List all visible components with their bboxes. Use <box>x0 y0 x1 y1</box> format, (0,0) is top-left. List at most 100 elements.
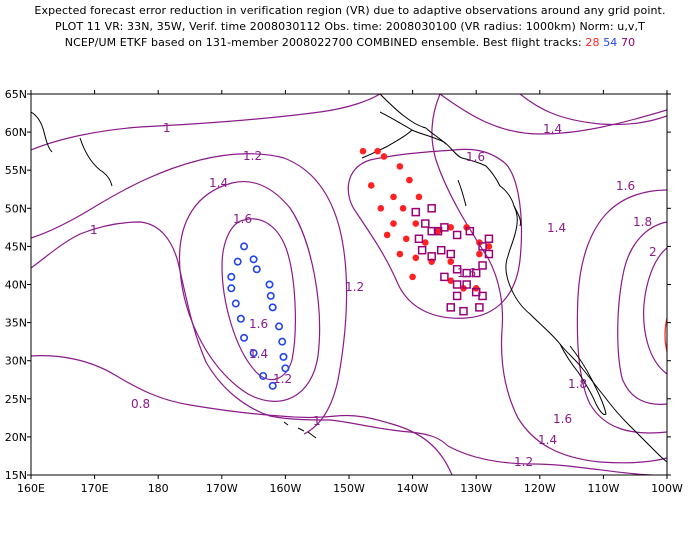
red-track-point-0 <box>359 147 367 155</box>
red-track-point-21 <box>447 258 455 265</box>
x-tick-label-140w: 140W <box>397 482 429 495</box>
contour-label-1-8-se: 1.8 <box>568 377 587 391</box>
x-tick-label-150w: 150W <box>333 482 365 495</box>
contour-label-2: 2 <box>649 245 657 259</box>
blue-track-point-17 <box>227 272 236 281</box>
y-tick-label-15n: 15N <box>5 469 27 482</box>
red-track-point-2 <box>380 153 388 160</box>
red-track-point-23 <box>447 277 455 284</box>
x-tick-label-110w: 110W <box>587 482 619 495</box>
red-track-point-11 <box>412 220 420 227</box>
contour-2-east <box>643 247 667 375</box>
purple-track-point-21 <box>452 280 462 289</box>
purple-track-point-24 <box>452 291 462 301</box>
red-track-point-22 <box>409 273 416 281</box>
contour-label-1-4-sw: 1.4 <box>249 347 268 361</box>
blue-track-point-5 <box>268 303 277 312</box>
contour-label-1-2-sw: 1.2 <box>273 372 292 386</box>
purple-track-point-13 <box>427 252 436 261</box>
contour-label-1-6-far-east: 1.6 <box>616 179 635 193</box>
red-track-point-26 <box>476 250 483 258</box>
track-number-purple: 70 <box>621 36 636 49</box>
track-number-red: 28 <box>585 36 600 49</box>
blue-track-point-11 <box>259 371 268 380</box>
purple-track-point-9 <box>478 242 487 251</box>
contour-label-1-west: 1 <box>90 223 98 237</box>
purple-track-point-15 <box>446 249 456 259</box>
y-tick-label-25n: 25N <box>5 393 27 406</box>
y-tick-label-55n: 55N <box>5 164 27 177</box>
x-tick-label-170w: 170W <box>206 482 238 495</box>
y-axis-labels: 15N 20N 25N 30N 35N 40N 45N 50N 55N 60N … <box>5 88 27 482</box>
contour-1-4-east <box>31 94 667 135</box>
contour-label-1-4-west: 1.4 <box>209 176 228 190</box>
purple-track-point-12 <box>417 245 427 255</box>
coast-alaska-pen <box>361 129 413 159</box>
contour-labels: 1 1.2 1.4 1.6 1 1.2 1.6 1.4 1.2 0.8 1 1.… <box>90 121 657 469</box>
purple-track-point-28 <box>475 303 484 312</box>
contour-label-1-2-nw: 1.2 <box>243 149 262 163</box>
coast-hawaii-1 <box>283 421 289 426</box>
header-line-3-text: NCEP/UM ETKF based on 131-member 2008022… <box>64 36 582 49</box>
blue-track-point-15 <box>231 299 240 308</box>
red-track-point-6 <box>390 193 397 201</box>
blue-track-point-16 <box>227 284 236 293</box>
purple-track-point-1 <box>411 207 421 217</box>
purple-track-point-17 <box>462 268 471 278</box>
red-track-point-10 <box>390 220 397 227</box>
y-tick-label-65n: 65N <box>5 88 27 101</box>
coast-hawaii-3 <box>307 431 317 439</box>
y-tick-label-40n: 40N <box>5 279 27 292</box>
blue-track-point-18 <box>233 257 242 266</box>
purple-track-point-8 <box>484 234 494 244</box>
blue-track-point-9 <box>281 364 290 373</box>
x-axis-labels: 160E 170E 180 170W 160W 150W 140W 130W 1… <box>17 482 683 495</box>
contour-label-1-8-far-east: 1.8 <box>633 215 652 229</box>
purple-track-point-11 <box>414 234 424 244</box>
purple-track-point-2 <box>421 219 430 228</box>
contour-1-north <box>31 94 381 151</box>
purple-track-point-16 <box>452 265 462 274</box>
contour-1-main <box>31 221 449 447</box>
purple-track-point-22 <box>462 280 471 289</box>
red-track-point-4 <box>406 176 413 184</box>
contour-1-6-ne <box>347 148 523 319</box>
purple-track-point-14 <box>436 245 446 255</box>
y-tick-label-30n: 30N <box>5 355 27 368</box>
blue-track-point-4 <box>266 291 275 300</box>
red-track-point-5 <box>367 182 375 189</box>
y-tick-label-35n: 35N <box>5 317 27 330</box>
contour-1-2-ne <box>519 94 667 126</box>
blue-track-point-2 <box>252 265 261 274</box>
red-track-point-9 <box>377 205 385 212</box>
contour-label-1-6-se: 1.6 <box>553 412 572 426</box>
coast-island-2 <box>513 205 521 227</box>
coast-baja <box>559 343 607 415</box>
contour-1-2 <box>31 153 348 435</box>
contour-label-1-north: 1 <box>163 121 171 135</box>
x-tick-label-170e: 170E <box>81 482 109 495</box>
red-track-point-19 <box>412 254 420 262</box>
header-line-1: Expected forecast error reduction in ver… <box>34 4 666 17</box>
red-track-point-13 <box>402 235 410 243</box>
coast-alaska <box>379 111 667 463</box>
x-tick-label-120w: 120W <box>524 482 556 495</box>
purple-track-point-5 <box>440 223 449 232</box>
track-number-blue: 54 <box>603 36 618 49</box>
red-track-point-14 <box>422 239 429 246</box>
contour-0-8 <box>31 355 453 475</box>
purple-track-point-25 <box>478 291 487 301</box>
contour-label-1-6-east: 1.6 <box>457 266 476 280</box>
blue-track-point-1 <box>249 255 258 264</box>
purple-track-point-27 <box>459 306 468 316</box>
blue-track-point-12 <box>249 349 258 358</box>
y-tick-label-60n: 60N <box>5 126 27 139</box>
x-tick-label-130w: 130W <box>460 482 492 495</box>
red-track-point-12 <box>383 231 391 239</box>
coastlines <box>31 94 667 463</box>
blue-track-point-14 <box>236 314 245 323</box>
contour-1-4-west <box>178 181 321 402</box>
coast-hawaii-2 <box>297 427 305 432</box>
purple-track-point-20 <box>440 272 449 282</box>
blue-track-point-0 <box>240 242 249 251</box>
